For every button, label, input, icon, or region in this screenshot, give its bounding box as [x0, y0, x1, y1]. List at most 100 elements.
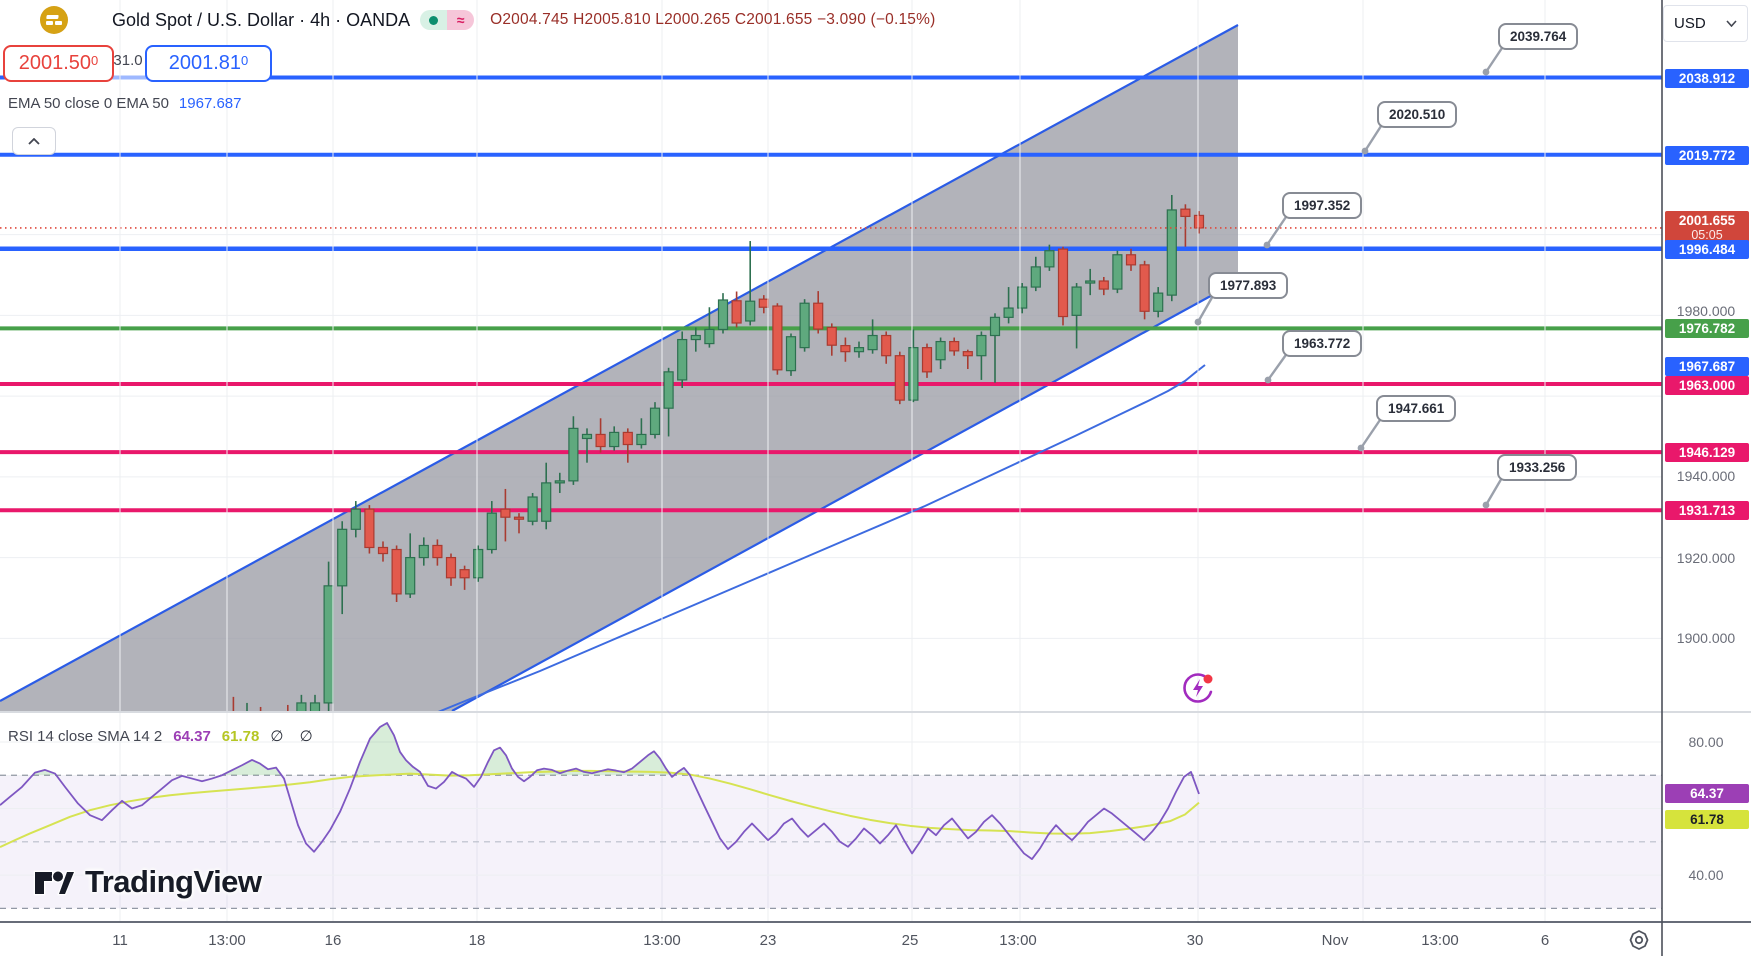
time-axis-label: 13:00	[1421, 932, 1459, 949]
price-callout[interactable]: 1933.256	[1497, 454, 1578, 481]
candle	[962, 349, 973, 370]
candle	[527, 492, 538, 526]
candle	[813, 291, 824, 334]
rsi-axis-tick: 80.00	[1688, 734, 1724, 750]
price-axis-label: 1931.713	[1665, 500, 1749, 520]
ema50-line[interactable]	[437, 364, 1206, 712]
sell-button[interactable]: 2001.50 0	[3, 45, 114, 82]
rsi-value: 64.37	[173, 727, 211, 745]
rsi-axis-tick: 40.00	[1688, 867, 1724, 883]
trend-channel-upper-line[interactable]	[0, 24, 1239, 702]
rsi-extra-glyphs: ∅ ∅	[270, 728, 319, 745]
candle	[949, 337, 960, 356]
time-axis-label: 23	[759, 932, 777, 949]
symbol-title[interactable]: Gold Spot / U.S. Dollar · 4h · OANDA	[112, 9, 411, 30]
candle	[1057, 246, 1069, 326]
market-status-pills: ≈	[420, 10, 475, 30]
callout-anchor-dot	[1482, 68, 1490, 76]
candle	[296, 694, 307, 712]
candle	[1017, 283, 1028, 314]
candle	[1071, 283, 1082, 349]
main-pane[interactable]	[0, 24, 1662, 755]
candle	[486, 501, 497, 554]
time-axis-label: 6	[1540, 932, 1550, 949]
candle	[1125, 248, 1137, 271]
price-callout[interactable]: 2020.510	[1377, 101, 1458, 128]
callout-leader-line	[1363, 122, 1385, 152]
rsi-legend: RSI 14 close SMA 14 2 64.37 61.78 ∅ ∅	[8, 727, 319, 746]
trend-channel-lower-line[interactable]	[451, 280, 1239, 712]
time-axis-label: 18	[468, 932, 486, 949]
ema-value: 1967.687	[178, 95, 242, 112]
time-axis-label: 25	[901, 932, 919, 949]
price-axis-label: 1967.687	[1665, 356, 1749, 376]
candle	[989, 313, 1001, 383]
price-axis-label: 2001.655 05:05	[1665, 211, 1749, 245]
candle	[232, 696, 235, 712]
rsi-axis-label: 64.37	[1665, 783, 1749, 803]
candle	[921, 343, 933, 378]
candle	[337, 521, 348, 615]
candle	[541, 462, 552, 530]
rsi-sma-value: 61.78	[221, 727, 260, 745]
candle	[473, 545, 484, 582]
candle	[432, 539, 443, 566]
time-axis-settings-gear-icon[interactable]	[1628, 929, 1650, 956]
ohlc-values: O2004.745 H2005.810 L2000.265 C2001.655 …	[490, 11, 936, 28]
candle	[677, 331, 688, 389]
time-axis-label: 13:00	[999, 932, 1037, 949]
time-axis-label: Nov	[1321, 932, 1349, 949]
rsi-line	[0, 722, 1200, 860]
callout-anchor-dot	[1194, 318, 1202, 326]
candle	[867, 319, 878, 354]
candle	[785, 333, 797, 376]
candle	[704, 307, 715, 348]
time-axis-label: 13:00	[208, 932, 246, 949]
candle	[853, 341, 865, 358]
rsi-pane[interactable]	[0, 722, 1662, 909]
ema-legend: EMA 50 close 0 EMA 50 1967.687	[8, 95, 242, 112]
trend-channel-fill[interactable]	[0, 25, 1238, 711]
price-axis-label: 2019.772	[1665, 145, 1749, 165]
candle	[1166, 195, 1177, 302]
callout-leader-line	[1267, 351, 1289, 381]
candle	[935, 337, 946, 370]
price-callout[interactable]: 1977.893	[1208, 272, 1289, 299]
callout-leader-line	[1484, 475, 1505, 506]
candle	[609, 426, 620, 451]
callout-anchor-dot	[1263, 241, 1271, 249]
buy-button[interactable]: 2001.81 0	[145, 45, 272, 82]
callout-anchor-dot	[1482, 501, 1490, 509]
market-open-icon	[420, 10, 448, 30]
candle	[826, 323, 837, 356]
candle	[894, 351, 905, 405]
tradingview-logo-icon	[33, 870, 75, 896]
spread-value: 31.0	[113, 52, 143, 69]
candle	[622, 428, 633, 463]
price-callout[interactable]: 1997.352	[1282, 192, 1363, 219]
time-axis-label: 30	[1186, 932, 1204, 949]
candle	[976, 331, 987, 380]
collapse-legend-button[interactable]	[12, 127, 56, 155]
candle	[840, 337, 851, 362]
price-callout[interactable]: 1963.772	[1282, 330, 1363, 357]
price-callout[interactable]: 2039.764	[1498, 23, 1579, 50]
ema-label: EMA 50 close 0 EMA 50	[8, 95, 169, 112]
candle	[1085, 268, 1096, 296]
candle	[445, 553, 457, 586]
price-axis-label: 1996.484	[1665, 239, 1749, 259]
candle	[1044, 244, 1055, 271]
price-axis-tick: 1920.000	[1676, 550, 1736, 566]
candle	[581, 428, 593, 463]
price-callout[interactable]: 1947.661	[1376, 395, 1457, 422]
price-axis-label: 1946.129	[1665, 442, 1749, 462]
currency-selector[interactable]: USD	[1663, 5, 1748, 42]
candle	[350, 501, 361, 538]
candle	[690, 327, 701, 352]
candle	[799, 299, 810, 352]
candle	[595, 418, 606, 453]
candle	[1098, 276, 1109, 296]
flash-trade-icon[interactable]	[1181, 671, 1215, 705]
